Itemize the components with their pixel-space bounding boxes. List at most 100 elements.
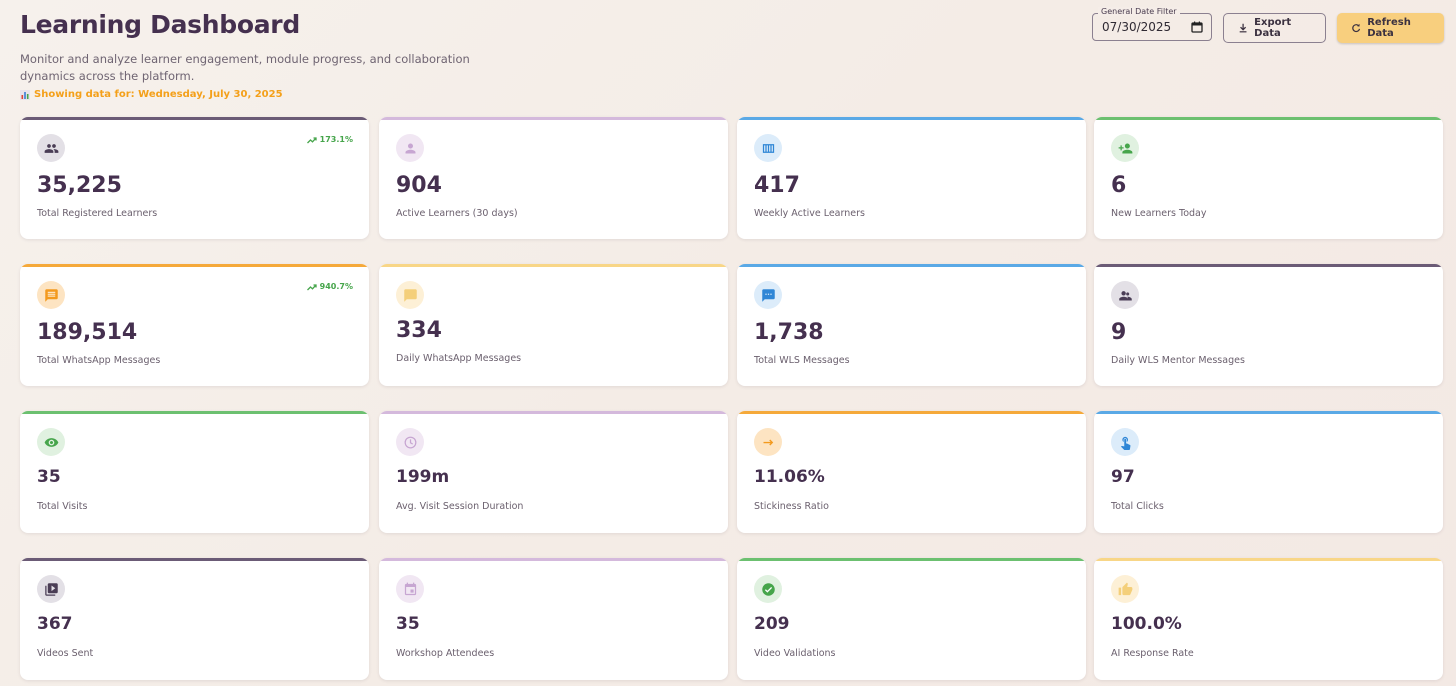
stat-label: Daily WLS Mentor Messages (1111, 355, 1245, 366)
stat-card: 367 Videos Sent (20, 558, 369, 680)
stat-card: 1,738 Total WLS Messages (737, 264, 1086, 386)
stat-card: 199m Avg. Visit Session Duration (379, 411, 728, 533)
person-icon (396, 134, 424, 162)
bar-chart-icon (20, 89, 30, 100)
card-accent-bar (379, 558, 728, 561)
date-filter-label: General Date Filter (1098, 7, 1180, 16)
stat-value: 6 (1111, 173, 1127, 198)
date-filter-input[interactable]: 07/30/2025 (1092, 13, 1212, 41)
stat-label: Daily WhatsApp Messages (396, 353, 522, 364)
stat-label: Videos Sent (37, 648, 94, 659)
showing-data-note: Showing data for: Wednesday, July 30, 20… (20, 89, 480, 100)
arrow-right-icon (754, 428, 782, 456)
stat-label: Avg. Visit Session Duration (396, 501, 524, 512)
trend-indicator: 940.7% (306, 282, 353, 291)
refresh-data-button[interactable]: Refresh Data (1337, 13, 1444, 43)
stat-card: 100.0% AI Response Rate (1094, 558, 1443, 680)
stat-card: 940.7% 189,514 Total WhatsApp Messages (20, 264, 369, 386)
eye-icon (37, 428, 65, 456)
stat-card: 6 New Learners Today (1094, 117, 1443, 239)
download-icon (1239, 23, 1247, 33)
date-filter-value: 07/30/2025 (1102, 20, 1172, 34)
stat-card: 209 Video Validations (737, 558, 1086, 680)
card-accent-bar (379, 411, 728, 414)
card-accent-bar (737, 558, 1086, 561)
card-accent-bar (1094, 117, 1443, 120)
trending-up-icon (306, 136, 317, 143)
card-accent-bar (737, 411, 1086, 414)
stat-value: 100.0% (1111, 614, 1182, 634)
clock-icon (396, 428, 424, 456)
stat-value: 904 (396, 173, 442, 198)
group-icon (37, 134, 65, 162)
page-header: Learning Dashboard Monitor and analyze l… (20, 10, 480, 100)
stat-value: 1,738 (754, 320, 824, 345)
stat-label: Stickiness Ratio (754, 501, 829, 512)
trending-up-icon (306, 283, 317, 290)
trend-indicator: 173.1% (306, 135, 353, 144)
stat-card: 334 Daily WhatsApp Messages (379, 264, 728, 386)
stat-label: Total WLS Messages (754, 355, 850, 366)
stat-value: 35,225 (37, 173, 122, 198)
card-accent-bar (1094, 411, 1443, 414)
stat-label: New Learners Today (1111, 208, 1207, 219)
refresh-icon (1352, 23, 1361, 33)
stat-card: 9 Daily WLS Mentor Messages (1094, 264, 1443, 386)
sms-icon (754, 281, 782, 309)
card-accent-bar (20, 411, 369, 414)
export-data-button[interactable]: Export Data (1223, 13, 1326, 43)
page-title: Learning Dashboard (20, 10, 300, 39)
stat-label: Total WhatsApp Messages (37, 355, 161, 366)
event-icon (396, 575, 424, 603)
card-accent-bar (20, 558, 369, 561)
stat-card: 35 Total Visits (20, 411, 369, 533)
stat-value: 199m (396, 467, 450, 487)
calendar-view-icon (754, 134, 782, 162)
card-accent-bar (379, 117, 728, 120)
card-accent-bar (379, 264, 728, 267)
stat-label: Total Registered Learners (37, 208, 158, 219)
stat-label: Weekly Active Learners (754, 208, 865, 219)
card-accent-bar (20, 117, 369, 120)
video-library-icon (37, 575, 65, 603)
chat-bubble-icon (396, 281, 424, 309)
people-icon (1111, 281, 1139, 309)
stat-value: 97 (1111, 467, 1135, 487)
stat-label: Total Clicks (1111, 501, 1164, 512)
stat-card: 35 Workshop Attendees (379, 558, 728, 680)
stat-label: Total Visits (37, 501, 88, 512)
stat-value: 9 (1111, 320, 1127, 345)
stat-label: Active Learners (30 days) (396, 208, 518, 219)
check-circle-icon (754, 575, 782, 603)
touch-icon (1111, 428, 1139, 456)
stat-value: 35 (396, 614, 420, 634)
stat-value: 35 (37, 467, 61, 487)
export-data-label: Export Data (1254, 17, 1292, 39)
trend-value: 940.7% (319, 282, 353, 291)
toolbar: General Date Filter 07/30/2025 Export Da… (1092, 7, 1444, 43)
stat-value: 189,514 (37, 320, 138, 345)
stat-value: 367 (37, 614, 73, 634)
person-add-icon (1111, 134, 1139, 162)
card-accent-bar (737, 264, 1086, 267)
stat-value: 417 (754, 173, 800, 198)
showing-data-text: Showing data for: Wednesday, July 30, 20… (34, 89, 283, 100)
calendar-icon[interactable] (1191, 21, 1203, 33)
stat-card: 417 Weekly Active Learners (737, 117, 1086, 239)
stat-value: 209 (754, 614, 790, 634)
stat-value: 11.06% (754, 467, 825, 487)
stat-label: Video Validations (754, 648, 836, 659)
stat-card: 173.1% 35,225 Total Registered Learners (20, 117, 369, 239)
card-accent-bar (1094, 558, 1443, 561)
thumb-up-icon (1111, 575, 1139, 603)
page-subtitle: Monitor and analyze learner engagement, … (20, 52, 470, 83)
card-accent-bar (1094, 264, 1443, 267)
refresh-data-label: Refresh Data (1367, 17, 1411, 39)
stat-card: 11.06% Stickiness Ratio (737, 411, 1086, 533)
trend-value: 173.1% (319, 135, 353, 144)
stat-label: AI Response Rate (1111, 648, 1194, 659)
message-icon (37, 281, 65, 309)
date-filter[interactable]: General Date Filter 07/30/2025 (1092, 7, 1212, 41)
stat-card: 904 Active Learners (30 days) (379, 117, 728, 239)
card-accent-bar (737, 117, 1086, 120)
